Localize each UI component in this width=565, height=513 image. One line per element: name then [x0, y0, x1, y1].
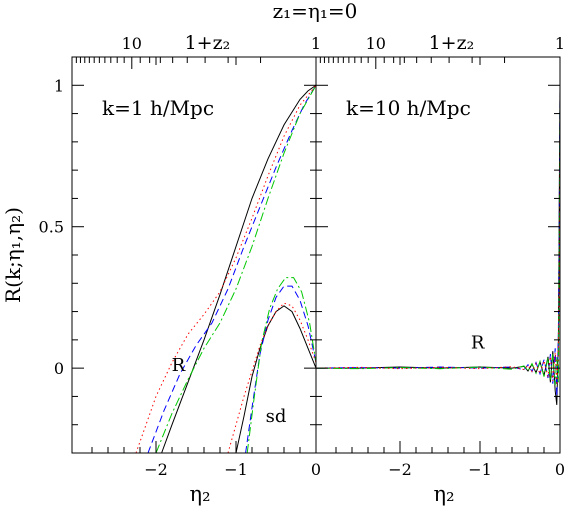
x-tick-label: −1: [224, 460, 248, 479]
y-tick-label: 1: [54, 76, 64, 95]
panel-annotation: k=10 h/Mpc: [346, 96, 471, 120]
series-line-sd-dotted: [227, 302, 316, 453]
top-z-tick-label: 1: [555, 34, 565, 53]
x-tick-label: −2: [144, 460, 168, 479]
curve-label: R: [172, 355, 186, 376]
series-line-solid: [316, 85, 560, 405]
x-tick-label: −2: [388, 460, 412, 479]
curve-label: R: [471, 332, 485, 353]
y-axis-label: R(k;η₁,η₂): [1, 207, 25, 303]
x-axis-label: η₂: [434, 482, 455, 506]
panel-right: −2 −1 0 10 1 1+z₂ η₂ k=10 h/Mpc R: [315, 32, 565, 506]
panel-annotation: k=1 h/Mpc: [102, 96, 214, 120]
y-tick-label: 0: [54, 359, 64, 378]
series-line-dotted: [316, 113, 560, 386]
top-axis-label: 1+z₂: [429, 32, 475, 54]
series-line-dotdash: [316, 99, 560, 386]
y-tick-label: 0.5: [39, 218, 64, 237]
curve-label: sd: [266, 406, 287, 427]
top-title: z₁=η₁=0: [273, 0, 358, 23]
series-line-sd-dotdash: [246, 277, 316, 453]
top-z-tick-label: 10: [122, 34, 142, 53]
top-axis-label: 1+z₂: [185, 32, 231, 54]
series-line-R-dotdash: [155, 85, 316, 453]
x-axis-label: η₂: [190, 482, 211, 506]
series-line-sd-solid: [235, 305, 316, 453]
series-line-R-dashed: [147, 85, 316, 453]
x-tick-label: 0: [311, 460, 321, 479]
panel-left: −2 −1 0 0 0.5 1 10 1 1+z₂ η₂ k=1 h/Mpc Rsd: [39, 32, 322, 506]
series-line-dashed: [316, 90, 560, 397]
series-line-R-solid: [161, 84, 316, 453]
series-line-sd-dashed: [245, 285, 316, 453]
top-z-tick-label: 1: [311, 34, 321, 53]
x-tick-label: −1: [468, 460, 492, 479]
series-line-R-dotted: [135, 84, 316, 453]
x-tick-label: 0: [555, 460, 565, 479]
top-z-tick-label: 10: [366, 34, 386, 53]
